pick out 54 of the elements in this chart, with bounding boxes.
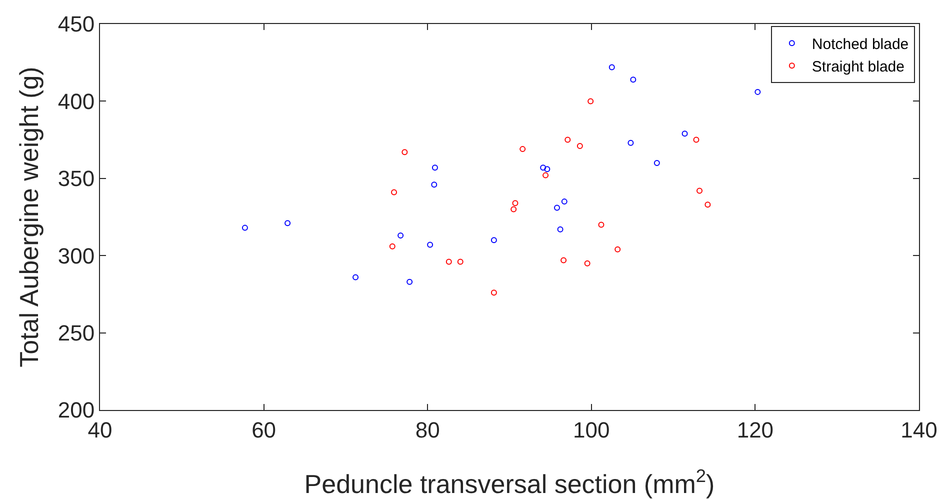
point: [584, 260, 590, 266]
point: [630, 76, 636, 83]
point: [391, 189, 398, 196]
point: [557, 226, 564, 232]
point: [696, 188, 703, 194]
x-tick-label: 120: [736, 417, 774, 442]
point: [682, 130, 688, 137]
point: [398, 232, 404, 239]
point: [628, 140, 634, 146]
x-tick-label: 80: [415, 417, 440, 442]
point: [242, 224, 248, 231]
point: [389, 243, 396, 250]
point: [598, 222, 604, 228]
point: [576, 142, 583, 149]
point: [406, 278, 413, 285]
point: [402, 149, 408, 156]
y-tick-label: 400: [58, 88, 95, 114]
legend-label: Straight blade: [812, 58, 904, 76]
y-tick-label: 350: [58, 166, 95, 192]
point: [704, 202, 711, 208]
point: [284, 220, 291, 226]
point: [457, 258, 464, 265]
point: [540, 164, 546, 171]
y-tick-label: 450: [58, 12, 95, 37]
point: [490, 290, 497, 296]
point: [754, 88, 761, 95]
point: [588, 98, 594, 104]
y-tick-label: 300: [58, 243, 95, 268]
point: [510, 206, 517, 212]
point: [446, 258, 452, 265]
point: [427, 242, 434, 248]
point: [561, 198, 568, 205]
point: [564, 136, 571, 143]
x-tick-label: 100: [573, 417, 610, 442]
x-axis-title: Peduncle transversal section (mm$^{2}$): [304, 466, 715, 499]
point: [431, 182, 438, 188]
point: [693, 136, 700, 143]
point: [614, 246, 621, 252]
point: [352, 274, 359, 280]
y-tick-label: 250: [58, 320, 95, 346]
point: [554, 204, 560, 211]
x-tick-label: 140: [900, 417, 938, 442]
legend-label: Notched blade: [812, 36, 909, 54]
point: [542, 172, 549, 178]
point: [512, 200, 518, 206]
point: [560, 257, 567, 264]
point: [544, 166, 550, 172]
point: [432, 164, 438, 171]
x-tick-label: 60: [252, 417, 276, 442]
point: [520, 146, 526, 152]
point: [490, 237, 497, 244]
y-axis-title: Total Aubergine weight (g): [14, 66, 44, 368]
point: [654, 160, 660, 166]
point: [608, 64, 615, 70]
